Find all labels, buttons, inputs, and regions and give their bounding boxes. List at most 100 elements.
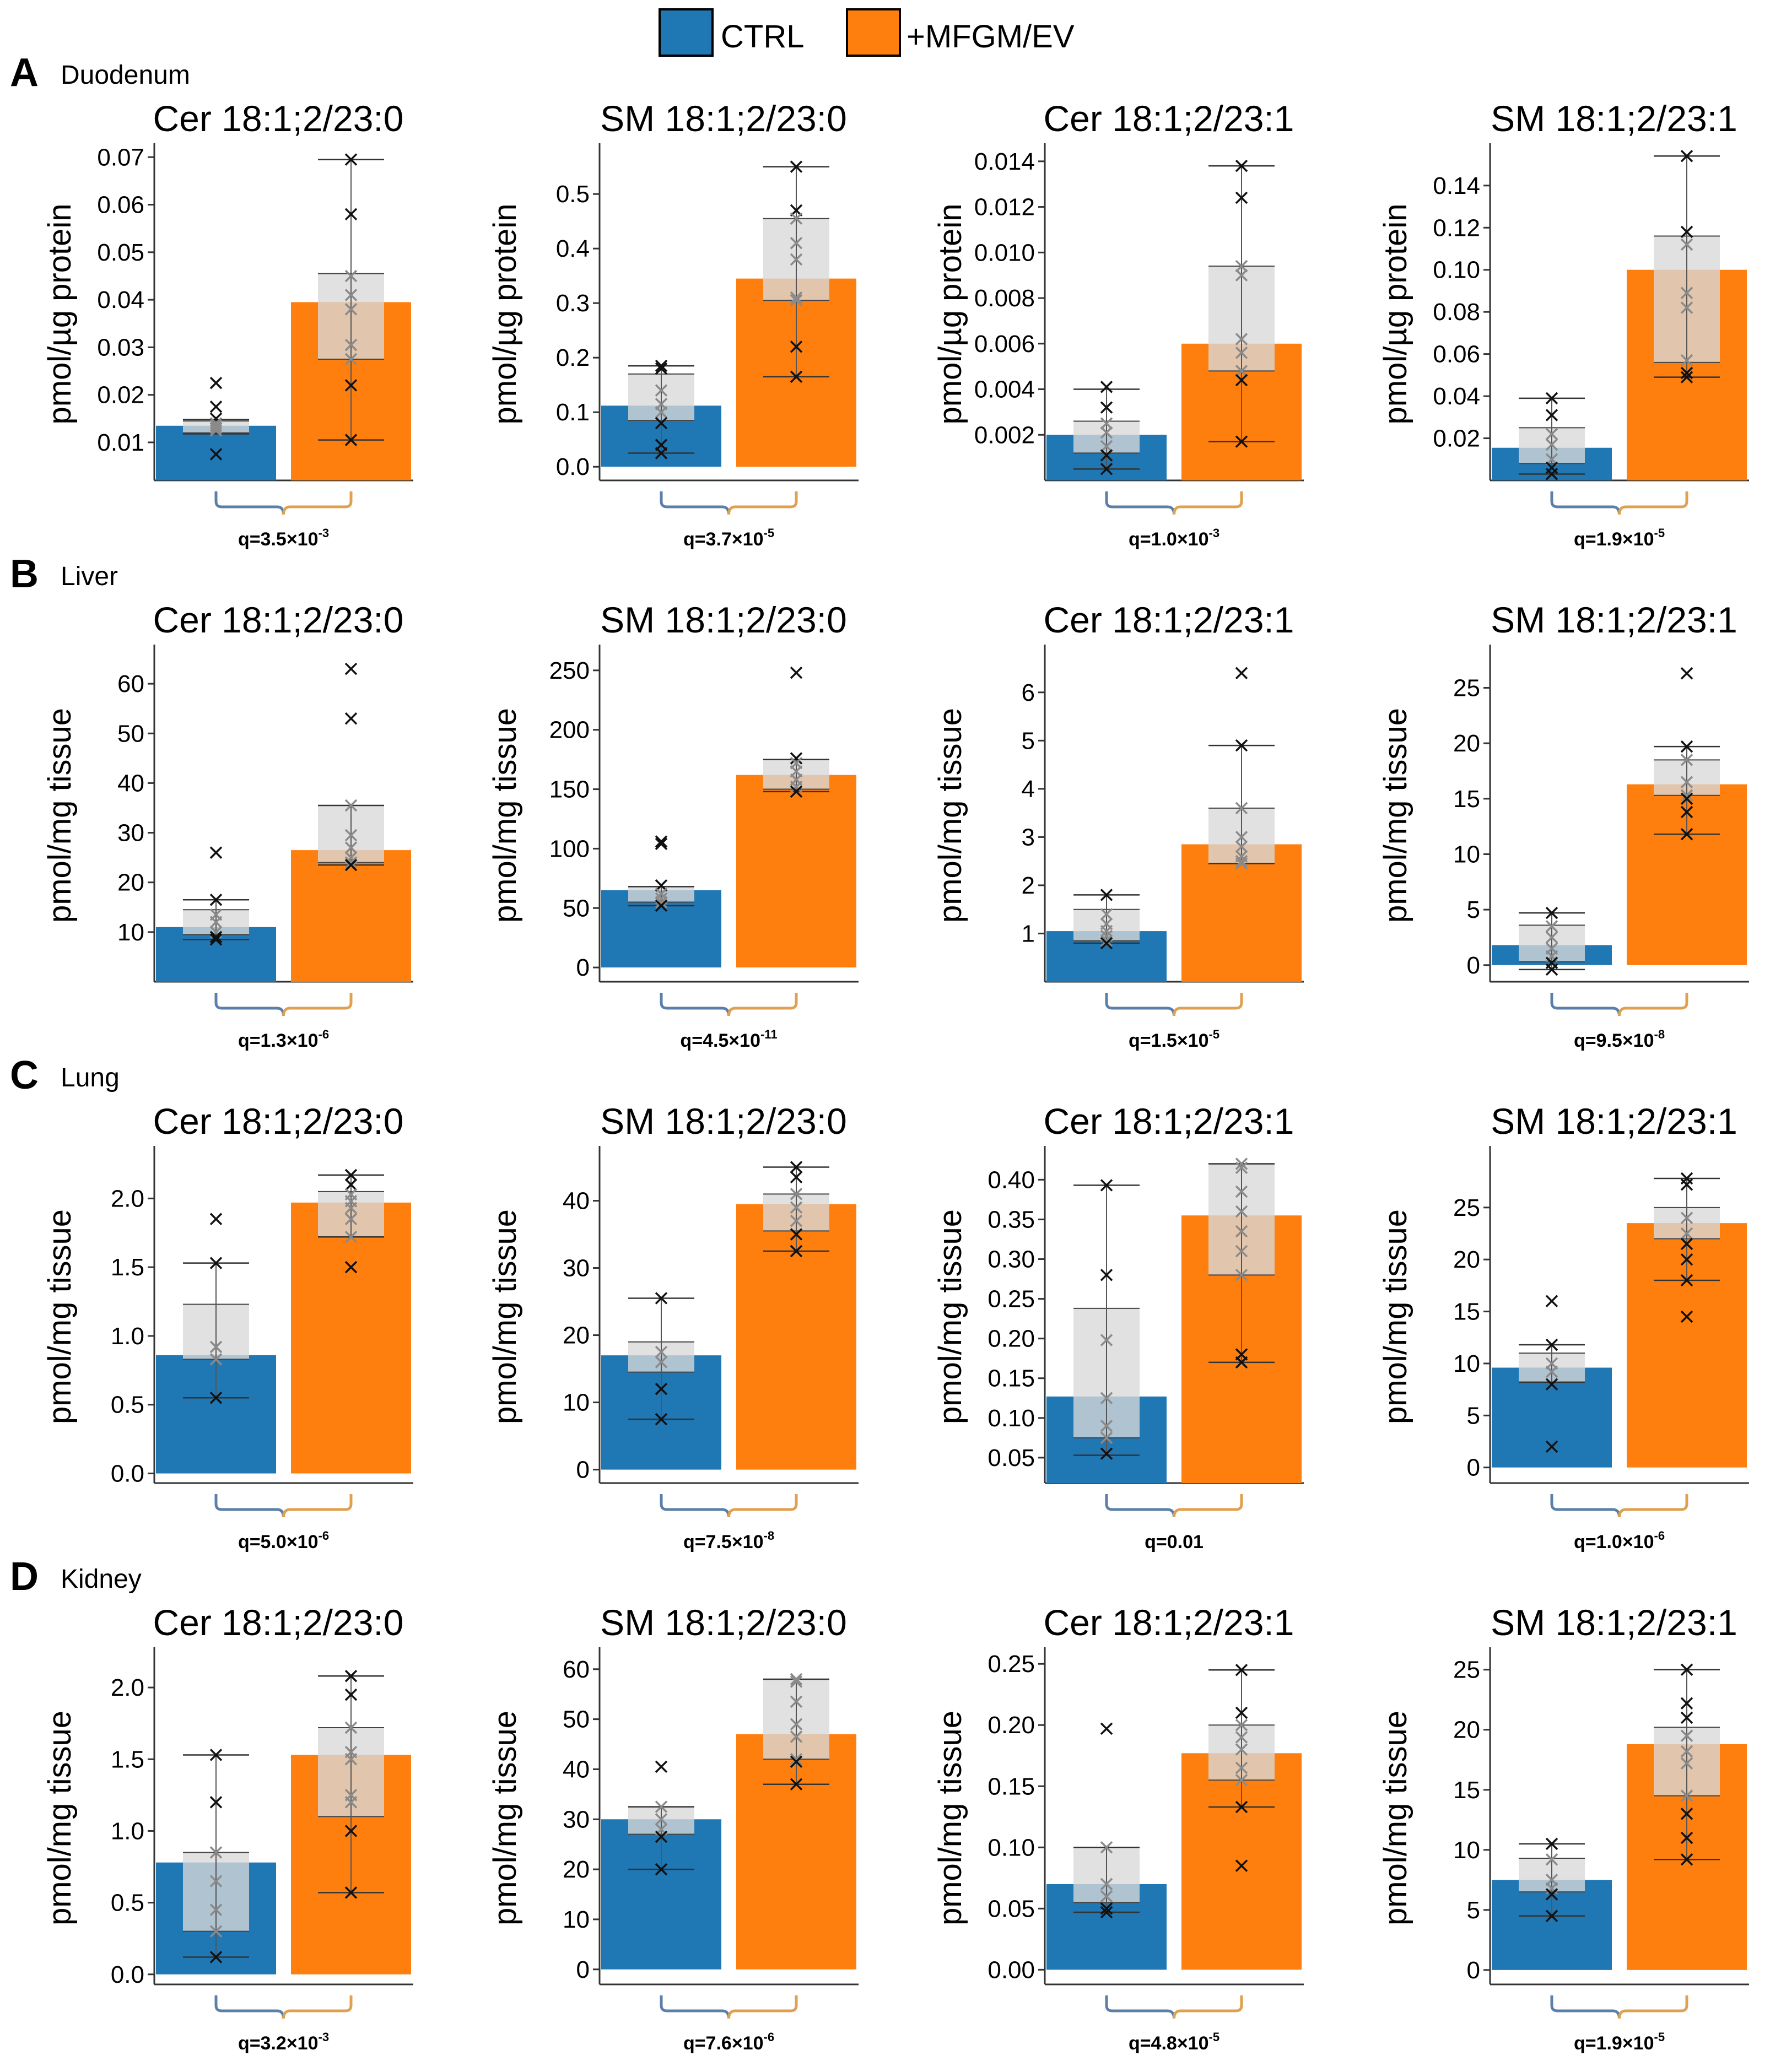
data-point — [209, 1213, 223, 1226]
y-tick-label: 10 — [563, 1906, 590, 1933]
data-point — [790, 1673, 803, 1686]
data-point — [344, 1753, 358, 1766]
data-point — [344, 269, 358, 283]
data-point — [1680, 1729, 1693, 1742]
bracket-ctrl — [1105, 491, 1175, 515]
y-tick-label: 0.02 — [97, 382, 144, 409]
data-point — [1680, 150, 1693, 163]
y-tick-label: 50 — [563, 1706, 590, 1733]
data-point — [209, 1925, 223, 1938]
y-tick-label: 25 — [1453, 1194, 1480, 1221]
data-point — [344, 338, 358, 351]
y-tick-label: 0 — [1467, 1957, 1480, 1984]
chart-d-3: Cer 18:1;2/23:1 pmol/mg tissue 0.00 0.05 0.1… — [932, 1602, 1304, 2054]
data-point — [1100, 1419, 1113, 1432]
data-point — [1100, 440, 1113, 453]
data-point — [790, 253, 803, 266]
y-tick-label: 2 — [1022, 872, 1035, 899]
data-point — [344, 208, 358, 221]
data-point — [344, 841, 358, 854]
y-axis-label: pmol/mg tissue — [42, 1209, 78, 1424]
data-point — [1680, 1211, 1693, 1224]
bracket-treat — [727, 1494, 798, 1518]
data-point — [1235, 1743, 1248, 1756]
y-tick-label: 0.07 — [97, 144, 144, 171]
data-point — [790, 237, 803, 250]
data-point — [1100, 937, 1113, 950]
legend-swatch-ctrl — [659, 8, 714, 57]
data-point — [655, 1813, 668, 1826]
chart-b-4: SM 18:1;2/23:1 pmol/mg tissue 0 5 10 15 20 25 q=… — [1378, 599, 1749, 1051]
data-point — [1100, 889, 1113, 901]
data-point — [1235, 1773, 1248, 1787]
data-point — [344, 1231, 358, 1243]
q-value-label: q=1.0×10-6 — [1574, 1529, 1665, 1552]
y-tick-label: 0.35 — [987, 1206, 1035, 1233]
data-point — [209, 1903, 223, 1916]
data-point — [344, 829, 358, 842]
q-value-label: q=3.2×10-3 — [238, 2030, 329, 2054]
data-point — [1680, 238, 1693, 251]
y-tick-label: 0 — [576, 954, 590, 981]
y-tick-label: 0.20 — [987, 1326, 1035, 1353]
data-point — [790, 294, 803, 307]
y-tick-label: 0.5 — [556, 181, 590, 208]
data-point — [1545, 428, 1558, 441]
data-point — [344, 1796, 358, 1809]
data-point — [1680, 1745, 1693, 1758]
bracket-ctrl — [214, 993, 285, 1016]
chart-title: SM 18:1;2/23:0 — [600, 1101, 847, 1142]
y-axis-label: pmol/µg protein — [1378, 204, 1413, 425]
data-point — [344, 353, 358, 366]
y-tick-label: 20 — [1453, 1717, 1480, 1744]
y-axis-label: pmol/mg tissue — [1378, 1209, 1413, 1424]
data-point — [1100, 426, 1113, 439]
chart-title: SM 18:1;2/23:1 — [1491, 599, 1737, 640]
data-point — [1680, 1178, 1693, 1191]
data-point — [1100, 463, 1113, 475]
data-point — [1680, 1711, 1693, 1724]
y-tick-label: 4 — [1022, 776, 1035, 803]
data-point — [1100, 1722, 1113, 1735]
data-point — [1235, 1761, 1248, 1775]
y-tick-label: 0.008 — [974, 285, 1035, 312]
data-point — [790, 1171, 803, 1184]
data-point — [1545, 1295, 1558, 1307]
bracket-ctrl — [214, 1995, 285, 2019]
data-point — [790, 1214, 803, 1227]
data-point — [209, 894, 223, 906]
chart-title: Cer 18:1;2/23:0 — [153, 1602, 404, 1643]
chart-title: SM 18:1;2/23:1 — [1491, 1101, 1737, 1142]
y-tick-label: 0.04 — [1433, 383, 1480, 410]
y-tick-label: 20 — [1453, 1246, 1480, 1273]
data-point — [209, 1257, 223, 1269]
data-point — [790, 1228, 803, 1241]
y-tick-label: 40 — [563, 1188, 590, 1215]
data-point — [1100, 381, 1113, 393]
bracket-ctrl — [214, 1494, 285, 1518]
q-value-label: q=7.5×10-8 — [683, 1529, 774, 1552]
q-value-label: q=1.0×10-3 — [1129, 526, 1219, 550]
y-axis-label: pmol/mg tissue — [932, 1209, 968, 1424]
data-point — [655, 1830, 668, 1843]
data-point — [1680, 1310, 1693, 1323]
bracket-ctrl — [1550, 993, 1621, 1016]
data-point — [1680, 1789, 1693, 1802]
data-point — [1545, 1888, 1558, 1901]
y-tick-label: 0.15 — [987, 1365, 1035, 1392]
y-tick-label: 0.004 — [974, 376, 1035, 403]
y-tick-label: 6 — [1022, 679, 1035, 706]
data-point — [1100, 1890, 1113, 1903]
y-tick-label: 25 — [1453, 674, 1480, 701]
y-tick-label: 100 — [549, 835, 590, 862]
panel-letter: B — [10, 552, 39, 596]
chart-title: SM 18:1;2/23:1 — [1491, 98, 1737, 139]
data-point — [344, 712, 358, 725]
data-point — [1545, 438, 1558, 451]
y-tick-label: 0.014 — [974, 148, 1035, 175]
data-point — [655, 1345, 668, 1359]
data-point — [1235, 191, 1248, 204]
data-point — [790, 160, 803, 173]
data-point — [1235, 1245, 1248, 1258]
